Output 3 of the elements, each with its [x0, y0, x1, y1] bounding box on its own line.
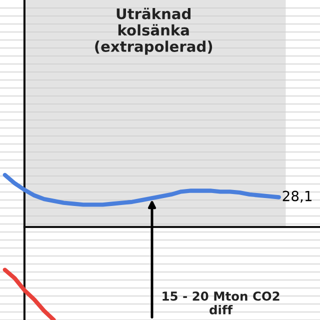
annotation: 28,1 [282, 190, 312, 203]
annotation: 15 - 20 Mton CO2 diff [162, 292, 280, 314]
text: Uträknad kolsänka (extrapolerad) [95, 8, 212, 55]
